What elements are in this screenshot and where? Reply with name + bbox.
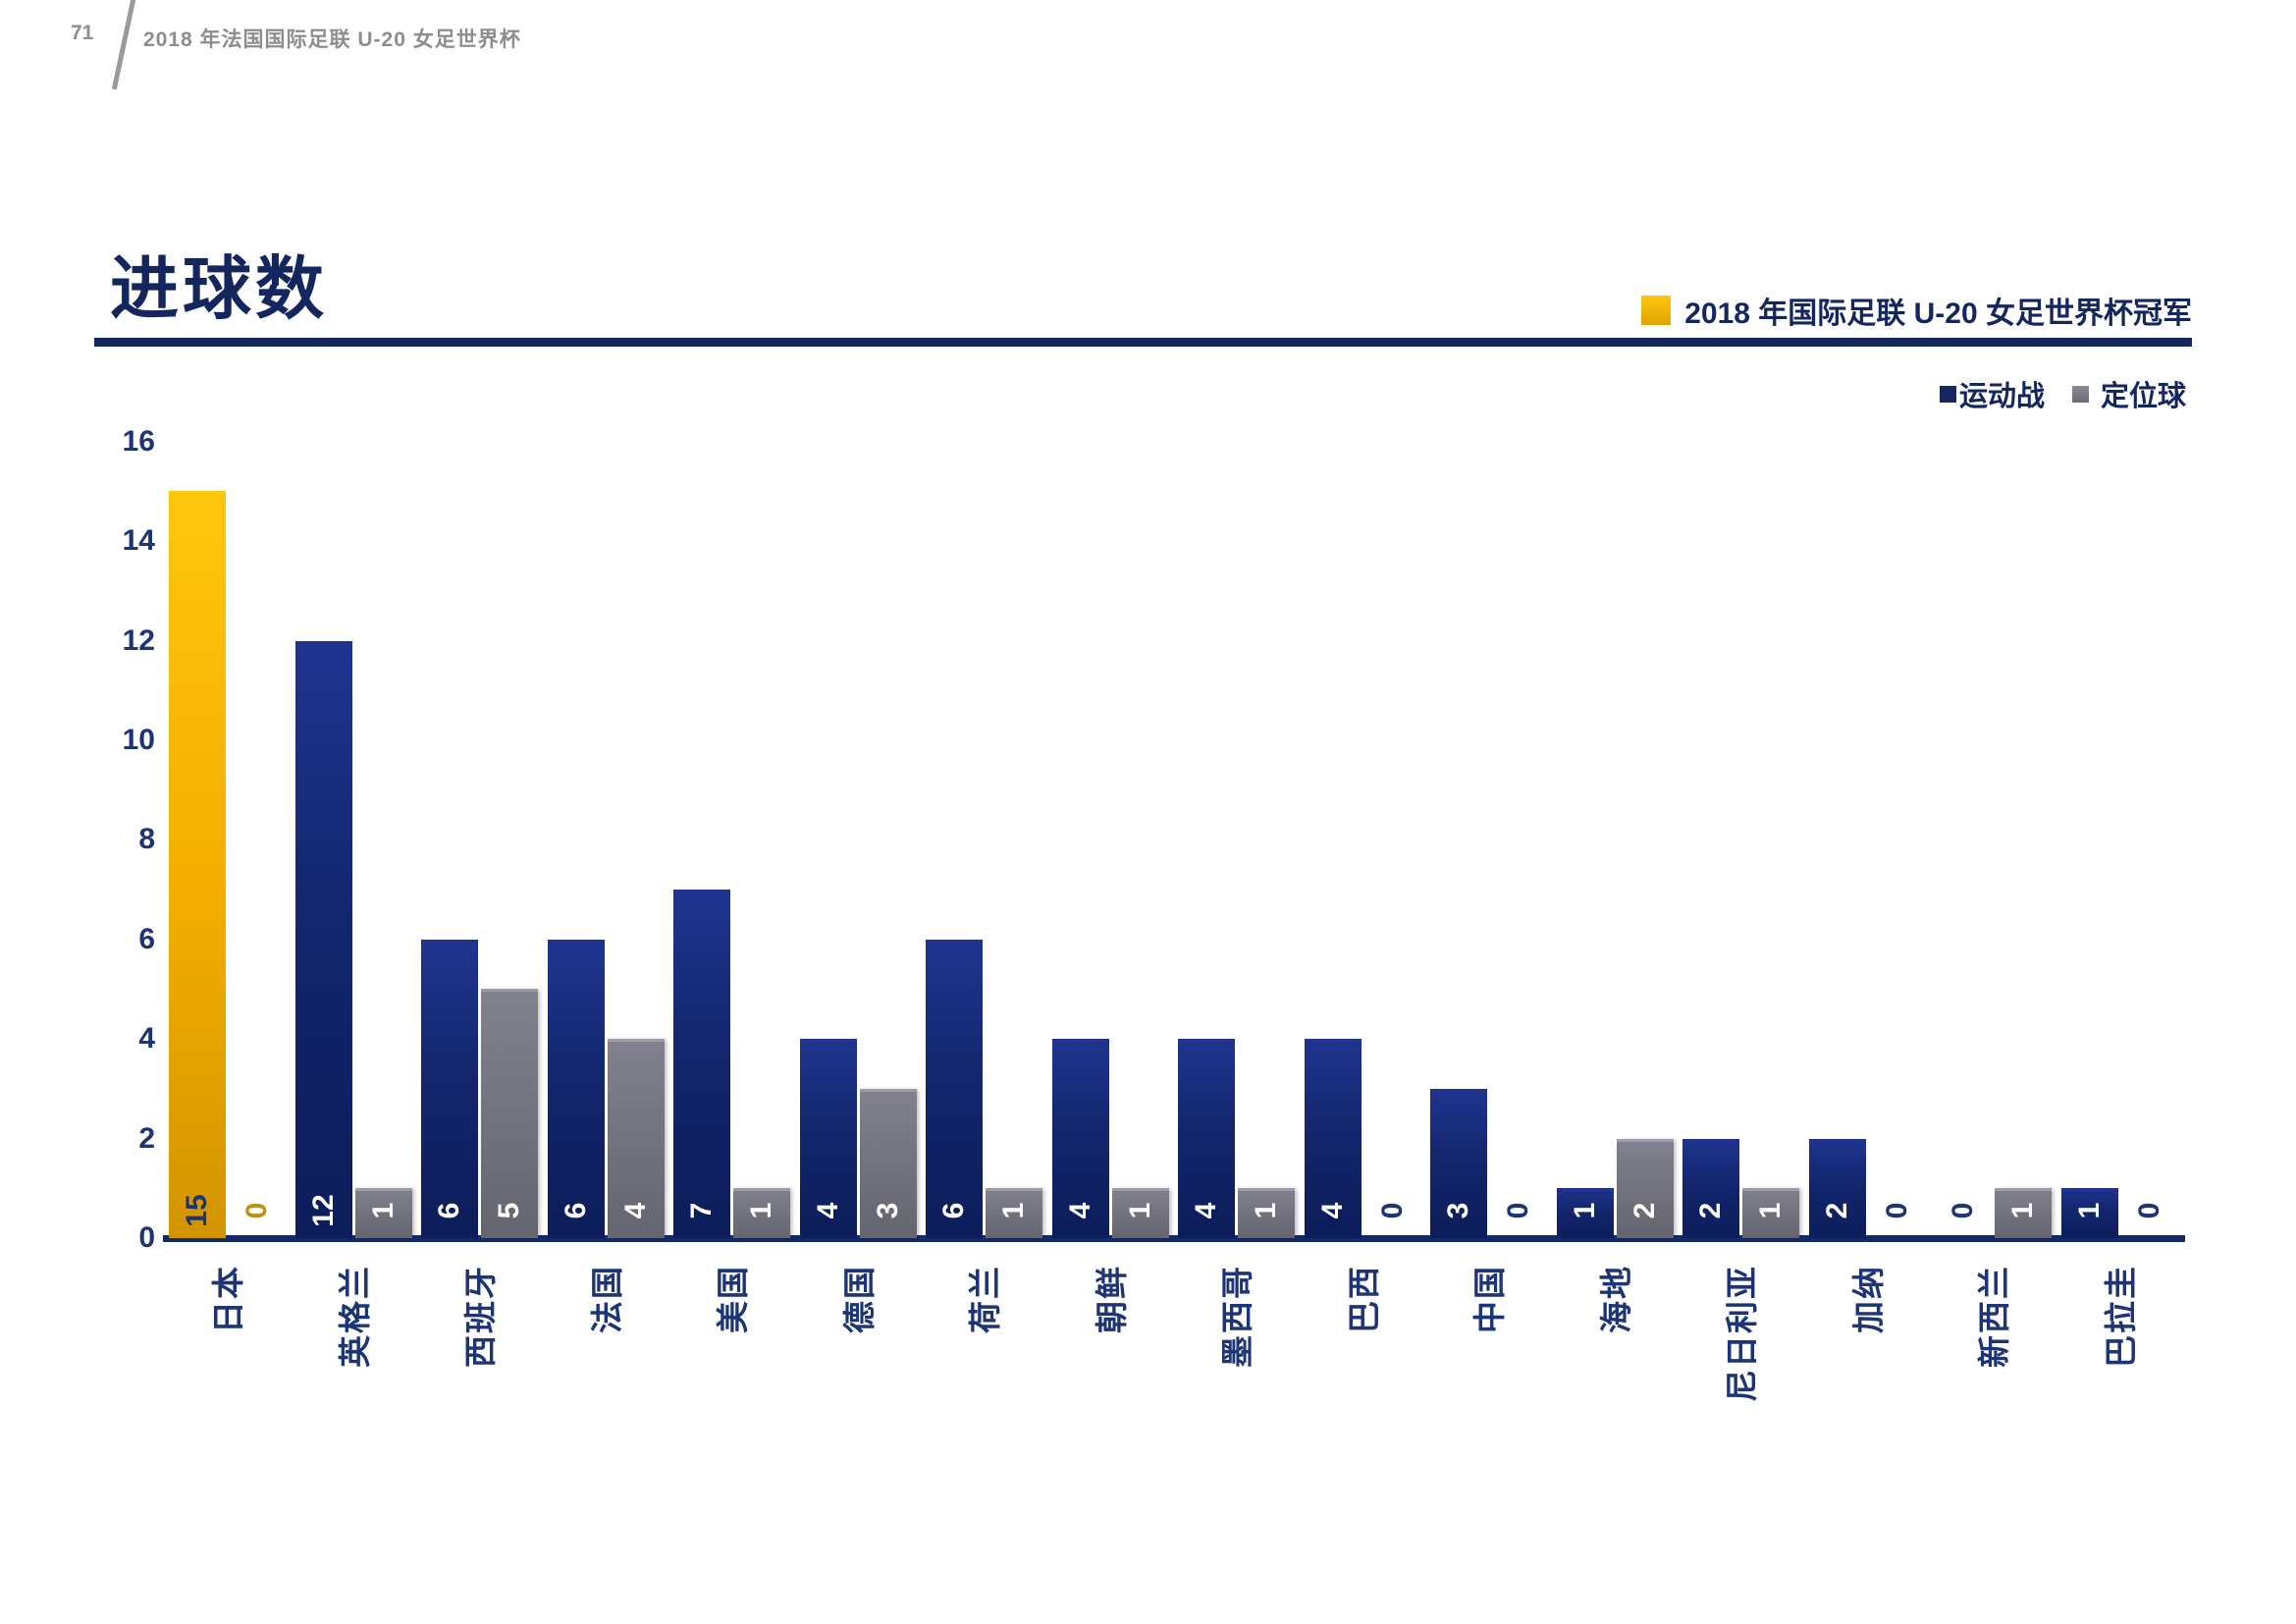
bar-value-label: 2 xyxy=(1628,1202,1661,1219)
champion-legend-swatch xyxy=(1641,296,1672,325)
bar-open-play: 7 xyxy=(673,890,731,1238)
y-axis-label: 2 xyxy=(138,1121,155,1155)
x-axis-line xyxy=(163,1235,2185,1242)
bar-value-label: 0 xyxy=(1502,1202,1535,1219)
legend-openplay-label: 运动战 xyxy=(1958,381,2045,412)
bar-value-label: 4 xyxy=(1315,1202,1349,1219)
header-title: 2018 年法国国际足联 U-20 女足世界杯 xyxy=(143,28,521,51)
x-axis-label: 英格兰 xyxy=(336,1265,373,1368)
bar-set-piece: 4 xyxy=(607,1039,665,1238)
bar-value-label: 0 xyxy=(2132,1202,2165,1219)
bar-set-piece: 1 xyxy=(733,1188,791,1238)
bar-value-label: 1 xyxy=(1250,1202,1283,1219)
bar-value-label: 1 xyxy=(2006,1202,2040,1219)
bar-value-label: 6 xyxy=(937,1202,971,1219)
x-axis-label: 荷兰 xyxy=(967,1265,1004,1333)
x-axis-label: 中国 xyxy=(1471,1265,1509,1333)
bar-value-label: 0 xyxy=(1375,1202,1409,1219)
bar-open-play: 6 xyxy=(547,940,605,1238)
bar-set-piece: 1 xyxy=(354,1188,412,1238)
bar-set-piece: 1 xyxy=(1995,1188,2053,1238)
series-legend: 运动战 定位球 xyxy=(1939,373,2186,414)
section-divider-rule xyxy=(94,338,2192,347)
bar-open-play: 1 xyxy=(1556,1188,1614,1238)
bar-open-play: 2 xyxy=(1808,1139,1866,1238)
bar-value-label: 2 xyxy=(1694,1202,1728,1219)
bar-value-label: 2 xyxy=(1820,1202,1853,1219)
x-axis-label: 德国 xyxy=(840,1265,878,1333)
x-axis-label: 尼日利亚 xyxy=(1724,1265,1761,1402)
y-axis-label: 16 xyxy=(122,424,155,458)
x-axis-label: 新西兰 xyxy=(1976,1265,2013,1368)
bar-value-label: 1 xyxy=(1568,1202,1601,1219)
bar-value-label: 6 xyxy=(433,1202,466,1219)
bar-value-label: 3 xyxy=(871,1202,904,1219)
legend-openplay-swatch xyxy=(1939,385,1956,403)
y-axis-label: 12 xyxy=(122,623,155,657)
chart-title: 进球数 xyxy=(110,250,328,327)
x-axis-label: 美国 xyxy=(715,1265,752,1333)
bar-value-label: 5 xyxy=(493,1202,526,1219)
bar-value-label: 4 xyxy=(1063,1202,1096,1219)
bar-value-label: 1 xyxy=(1754,1202,1788,1219)
bar-set-piece: 3 xyxy=(859,1089,917,1238)
bar-set-piece: 2 xyxy=(1616,1139,1674,1238)
legend-setpiece-label: 定位球 xyxy=(2100,381,2186,412)
x-axis-label: 朝鲜 xyxy=(1093,1265,1130,1333)
bar-set-piece: 1 xyxy=(1742,1188,1800,1238)
bar-open-play: 4 xyxy=(1304,1039,1362,1238)
bar-open-play: 3 xyxy=(1430,1089,1488,1238)
x-axis-label: 墨西哥 xyxy=(1219,1265,1256,1368)
y-axis-label: 0 xyxy=(138,1221,155,1254)
bar-open-play: 4 xyxy=(799,1039,857,1238)
bar-value-label: 7 xyxy=(685,1202,719,1219)
bar-value-label: 4 xyxy=(618,1202,652,1219)
bar-set-piece: 1 xyxy=(1238,1188,1296,1238)
bar-value-label: 1 xyxy=(997,1202,1031,1219)
x-axis-label: 加纳 xyxy=(1849,1265,1887,1333)
bar-value-label: 1 xyxy=(2072,1202,2106,1219)
y-axis-label: 14 xyxy=(122,524,155,558)
bar-value-label: 1 xyxy=(366,1202,400,1219)
x-axis-label: 法国 xyxy=(588,1265,625,1333)
x-axis-label: 巴拉圭 xyxy=(2102,1265,2139,1368)
bar-value-label: 6 xyxy=(559,1202,592,1219)
bar-set-piece: 5 xyxy=(481,989,539,1238)
bar-open-play: 6 xyxy=(926,940,984,1238)
page-number: 71 xyxy=(71,22,94,44)
bar-open-play: 1 xyxy=(2060,1188,2118,1238)
bar-value-label: 0 xyxy=(1880,1202,1913,1219)
bar-value-label: 4 xyxy=(1190,1202,1223,1219)
bar-open-play: 4 xyxy=(1051,1039,1109,1238)
bar-set-piece: 1 xyxy=(986,1188,1043,1238)
bar-value-label: 1 xyxy=(745,1202,778,1219)
bar-value-label: 0 xyxy=(240,1202,273,1219)
bar-open-play: 12 xyxy=(294,641,352,1238)
x-axis-label: 日本 xyxy=(210,1265,246,1333)
y-axis-label: 6 xyxy=(138,922,155,955)
x-axis-label: 西班牙 xyxy=(462,1265,500,1368)
y-axis-label: 10 xyxy=(122,724,155,756)
champion-legend: 2018 年国际足联 U-20 女足世界杯冠军 xyxy=(1641,289,2192,332)
bar-value-label: 0 xyxy=(1947,1202,1980,1219)
bar-value-label: 4 xyxy=(811,1202,844,1219)
champion-legend-label: 2018 年国际足联 U-20 女足世界杯冠军 xyxy=(1684,298,2192,330)
bar-open-play: 2 xyxy=(1682,1139,1740,1238)
bar-value-label: 1 xyxy=(1123,1202,1156,1219)
x-axis-label: 海地 xyxy=(1597,1265,1634,1333)
bar-open-play: 6 xyxy=(421,940,479,1238)
bar-value-label: 12 xyxy=(306,1194,340,1227)
bar-set-piece: 1 xyxy=(1111,1188,1169,1238)
legend-setpiece-swatch xyxy=(2071,385,2089,403)
bar-value-label: 3 xyxy=(1442,1202,1475,1219)
y-axis-label: 4 xyxy=(138,1022,155,1056)
bar-open-play: 4 xyxy=(1178,1039,1236,1238)
x-axis-label: 巴西 xyxy=(1345,1265,1382,1333)
bar-champion: 15 xyxy=(169,491,226,1238)
y-axis-label: 8 xyxy=(138,823,155,856)
bar-value-label: 15 xyxy=(181,1194,213,1227)
